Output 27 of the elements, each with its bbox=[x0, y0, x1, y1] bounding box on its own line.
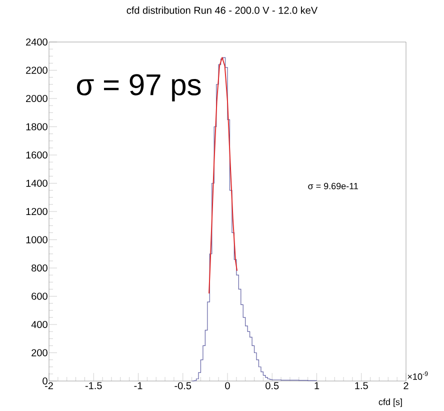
x-tick-label: 0.5 bbox=[266, 382, 279, 390]
x-tick-label: 2 bbox=[404, 382, 408, 390]
x-tick-label: 1 bbox=[314, 382, 320, 390]
y-tick-label: 2200 bbox=[26, 66, 48, 74]
y-tick-label: 1400 bbox=[26, 180, 48, 187]
y-tick-label: 800 bbox=[32, 264, 48, 272]
annotation: σ = 97 ps bbox=[76, 74, 201, 102]
x-tick-label: 1.5 bbox=[355, 382, 368, 390]
y-tick-label: 2000 bbox=[26, 94, 48, 102]
y-tick-label: 1600 bbox=[26, 151, 48, 159]
y-tick-label: 1200 bbox=[26, 208, 48, 216]
y-tick-label: 600 bbox=[32, 292, 48, 300]
y-tick-label: 1800 bbox=[26, 123, 48, 130]
x-axis-title: cfd [s] bbox=[378, 398, 402, 407]
y-tick-label: 200 bbox=[32, 349, 48, 356]
x-tick-label: -1 bbox=[134, 382, 142, 390]
x-tick-label: 0 bbox=[225, 382, 230, 390]
y-tick-label: 400 bbox=[31, 320, 48, 328]
text: ×10$^{-9}$ bbox=[408, 372, 428, 380]
x-tick-label: -0.5 bbox=[174, 382, 192, 390]
line-series bbox=[208, 57, 238, 294]
y-tick-label: 2400 bbox=[26, 38, 48, 46]
y-tick-label: 1000 bbox=[26, 236, 48, 244]
chart-title: cfd distribution Run 46 - 200.0 V - 12.0 keV bbox=[126, 6, 318, 14]
x-tick-label: -1.5 bbox=[85, 382, 102, 390]
annotation: σ = 9.69e-11 bbox=[308, 182, 358, 190]
x-tick-label: -2 bbox=[44, 382, 53, 390]
